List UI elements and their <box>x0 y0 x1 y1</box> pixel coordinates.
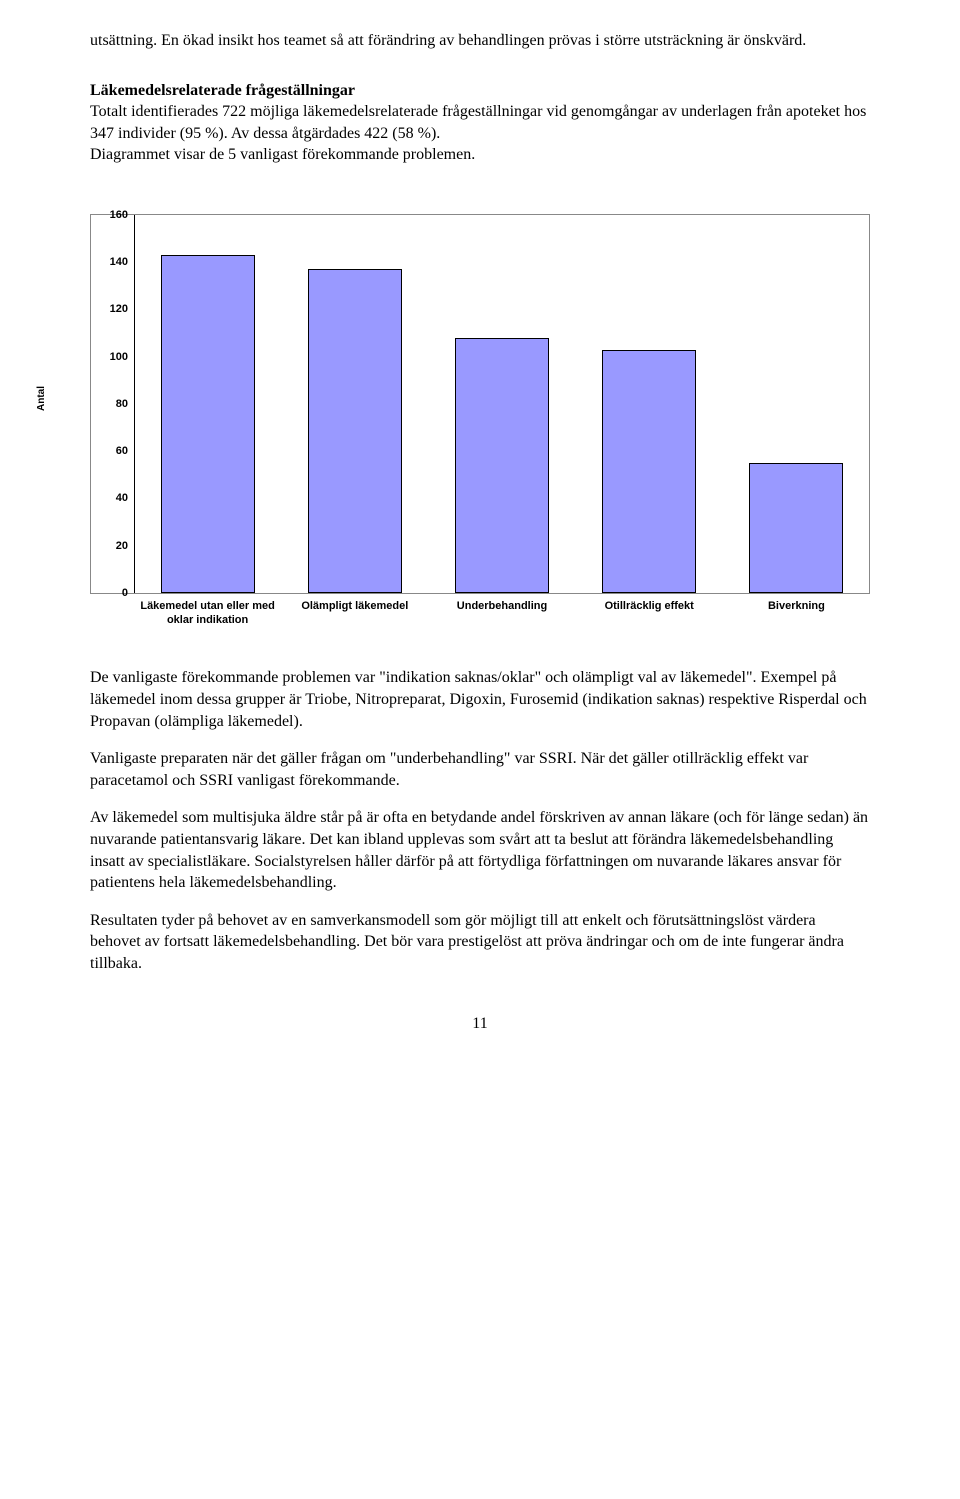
bar <box>308 269 402 593</box>
y-axis-title: Antal <box>36 386 47 411</box>
bar <box>749 463 843 593</box>
body-paragraph-2: Vanligaste preparaten när det gäller frå… <box>90 748 870 791</box>
x-label: Läkemedel utan eller med oklar indikatio… <box>134 594 281 628</box>
section-heading: Läkemedelsrelaterade frågeställningar <box>90 82 355 99</box>
y-tick: 80 <box>116 398 128 410</box>
y-tick: 160 <box>110 209 128 221</box>
section-body-1: Totalt identifierades 722 möjliga läkeme… <box>90 103 866 142</box>
body-paragraph-4: Resultaten tyder på behovet av en samver… <box>90 910 870 975</box>
bar <box>455 338 549 593</box>
y-tick: 0 <box>122 587 128 599</box>
x-label: Biverkning <box>723 594 870 628</box>
bar <box>161 255 255 593</box>
page-number: 11 <box>90 1015 870 1033</box>
y-tick: 40 <box>116 492 128 504</box>
x-label: Olämpligt läkemedel <box>281 594 428 628</box>
y-tick: 20 <box>116 540 128 552</box>
x-label: Otillräcklig effekt <box>576 594 723 628</box>
body-paragraph-3: Av läkemedel som multisjuka äldre står p… <box>90 807 870 893</box>
section-body-2: Diagrammet visar de 5 vanligast förekomm… <box>90 144 870 166</box>
y-tick: 120 <box>110 303 128 315</box>
y-tick: 100 <box>110 351 128 363</box>
intro-paragraph: utsättning. En ökad insikt hos teamet så… <box>90 30 870 52</box>
bar <box>602 350 696 593</box>
bar-chart: Antal 020406080100120140160 Läkemedel ut… <box>90 214 870 628</box>
body-paragraph-1: De vanligaste förekommande problemen var… <box>90 667 870 732</box>
x-label: Underbehandling <box>428 594 575 628</box>
y-tick: 60 <box>116 445 128 457</box>
y-tick: 140 <box>110 256 128 268</box>
